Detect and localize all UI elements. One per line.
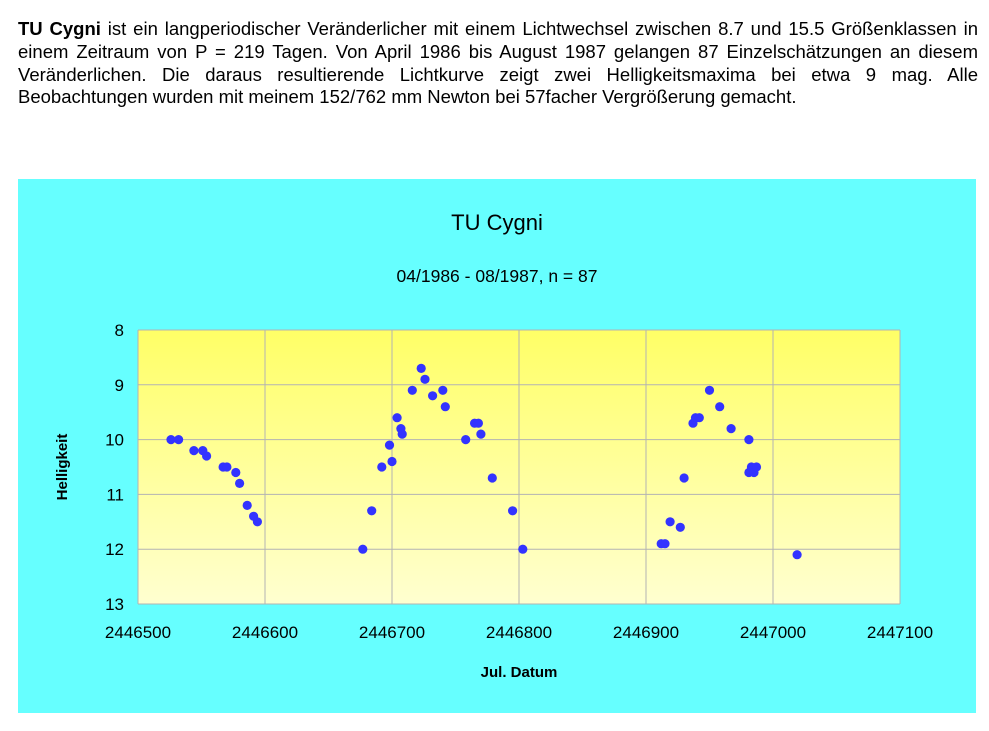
- data-point: [387, 456, 397, 467]
- data-point: [679, 473, 689, 483]
- data-point: [461, 435, 471, 445]
- data-point: [704, 385, 715, 395]
- data-point: [377, 462, 387, 472]
- data-point: [384, 440, 395, 450]
- y-tick-label: 9: [115, 376, 124, 395]
- y-tick-label: 10: [105, 431, 124, 450]
- data-point: [235, 478, 245, 488]
- x-tick-label: 2447000: [740, 623, 806, 642]
- data-point: [473, 418, 483, 428]
- data-point: [428, 391, 438, 401]
- intro-paragraph: TU Cygni ist ein langperiodischer Veränd…: [18, 18, 978, 109]
- data-point: [358, 544, 368, 554]
- x-tick-label: 2446900: [613, 623, 679, 642]
- data-point: [189, 446, 199, 456]
- data-point: [744, 435, 754, 445]
- data-point: [392, 413, 402, 423]
- x-tick-label: 2446800: [486, 623, 552, 642]
- x-tick-label: 2446600: [232, 623, 298, 642]
- y-tick-label: 12: [105, 540, 124, 559]
- data-points: [166, 363, 802, 560]
- data-point: [476, 429, 486, 439]
- data-point: [518, 544, 528, 554]
- data-point: [166, 435, 176, 445]
- data-point: [420, 374, 430, 384]
- light-curve-chart: TU Cygni 04/1986 - 08/1987, n = 87 24465…: [54, 210, 933, 681]
- data-point: [407, 385, 417, 395]
- data-point: [726, 424, 736, 434]
- data-point: [487, 473, 497, 483]
- y-tick-label: 13: [105, 595, 124, 614]
- star-name: TU Cygni: [18, 18, 101, 39]
- x-tick-label: 2446500: [105, 623, 171, 642]
- data-point: [675, 522, 685, 532]
- x-tick-label: 2446700: [359, 623, 425, 642]
- data-point: [416, 363, 426, 373]
- data-point: [660, 539, 670, 549]
- intro-text: ist ein langperiodischer Veränderlicher …: [18, 18, 978, 108]
- data-point: [252, 517, 262, 527]
- data-point: [367, 506, 377, 516]
- data-point: [792, 550, 802, 560]
- axis-tick-labels: 2446500 2446600 2446700 2446800 2446900 24470…: [105, 321, 933, 642]
- grid-lines: [137, 329, 901, 605]
- data-point: [715, 402, 725, 412]
- data-point: [174, 435, 184, 445]
- chart-panel: TU Cygni 04/1986 - 08/1987, n = 87 24465…: [18, 179, 976, 713]
- data-point: [508, 506, 518, 516]
- data-point: [694, 413, 704, 423]
- data-point: [242, 500, 252, 510]
- y-tick-label: 8: [115, 321, 124, 340]
- x-axis-label: Jul. Datum: [481, 664, 558, 681]
- data-point: [751, 462, 762, 472]
- data-point: [222, 462, 232, 472]
- data-point: [665, 517, 675, 527]
- data-point: [231, 467, 241, 478]
- data-point: [440, 402, 450, 412]
- y-tick-label: 11: [106, 485, 124, 504]
- data-point: [202, 451, 212, 461]
- y-axis-label: Helligkeit: [54, 434, 71, 501]
- data-point: [397, 429, 407, 439]
- data-point: [438, 385, 448, 395]
- chart-title: TU Cygni: [451, 210, 543, 235]
- x-tick-label: 2447100: [867, 623, 933, 642]
- chart-subtitle: 04/1986 - 08/1987, n = 87: [397, 266, 598, 286]
